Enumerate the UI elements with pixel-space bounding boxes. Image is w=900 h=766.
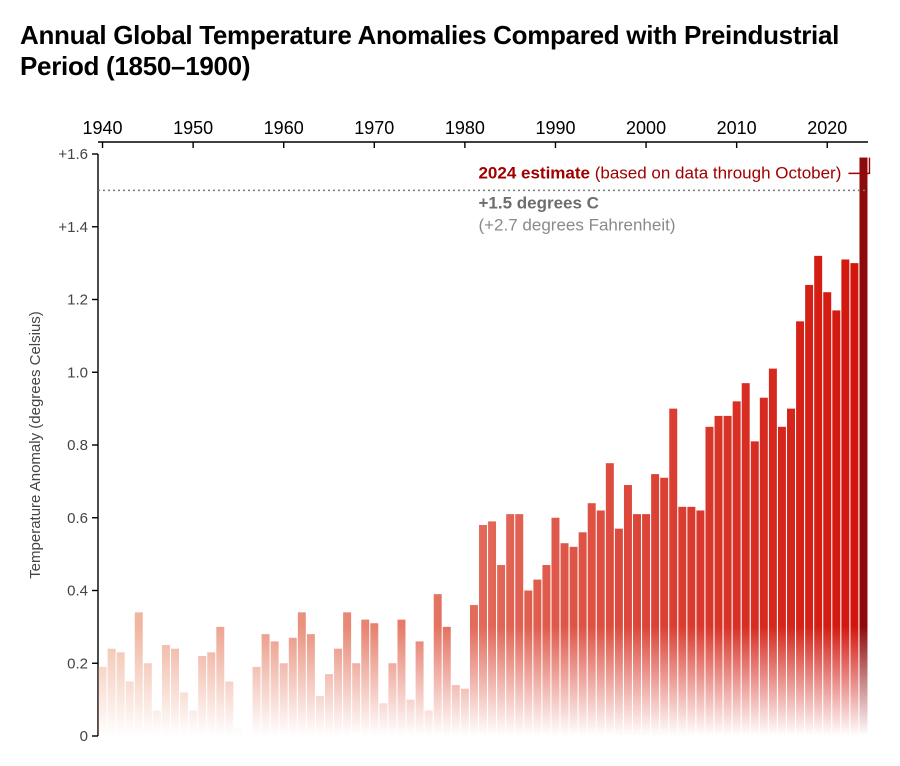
y-tick-label: 1.2 [67,292,88,309]
x-tick-label: 2020 [807,118,847,138]
chart-container: 1940 1950 1960 1970 1980 1990 2000 2010 2020 0 0.2… [20,96,880,746]
reference-label: +1.5 degrees C [478,194,599,213]
y-tick-label: +1.6 [58,146,88,163]
x-tick-label: 1960 [264,118,304,138]
x-tick-label: 1990 [535,118,575,138]
x-tick-label: 1940 [83,118,123,138]
y-tick-label: 0.8 [67,437,88,454]
y-tick-label: 0.2 [67,656,88,673]
x-tick-label: 1970 [354,118,394,138]
highlight-bar [859,158,867,736]
y-axis-title: Temperature Anomaly (degrees Celsius) [27,312,44,580]
x-tick-label: 2010 [717,118,757,138]
y-tick-label: +1.4 [58,219,88,236]
y-tick-label: 1.0 [67,365,88,382]
bars-group [98,154,868,736]
x-tick-label: 1950 [173,118,213,138]
y-tick-label: 0 [80,728,88,745]
y-tick-label: 0.6 [67,510,88,527]
x-tick-label: 1980 [445,118,485,138]
reference-sublabel: (+2.7 degrees Fahrenheit) [478,216,675,235]
temperature-anomaly-bar-chart: 1940 1950 1960 1970 1980 1990 2000 2010 2020 0 0.2… [20,96,880,746]
x-tick-label: 2000 [626,118,666,138]
chart-title: Annual Global Temperature Anomalies Comp… [20,20,880,82]
y-tick-label: 0.4 [67,583,88,600]
estimate-annotation: 2024 estimate (based on data through Oct… [478,164,841,183]
